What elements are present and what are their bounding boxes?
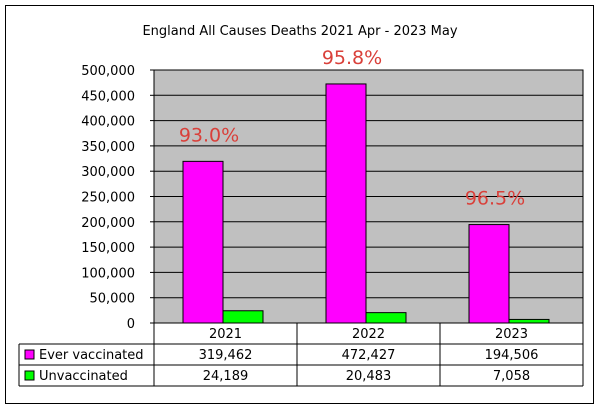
data-label: 194,506 [485, 348, 539, 363]
bars [182, 83, 550, 324]
y-tick-label: 350,000 [81, 140, 135, 155]
annotation-2021: 93.0% [179, 124, 239, 146]
data-label: 20,483 [346, 369, 392, 384]
bar-unvaccinated-2022 [365, 312, 407, 324]
gridlines [153, 69, 584, 324]
annotation-2023: 96.5% [465, 188, 525, 210]
bar-unvaccinated-2021 [222, 310, 264, 324]
y-axis-ticks: 0 50,000 100,000 150,000 200,000 250,000 300,0… [81, 64, 154, 332]
y-tick-label: 50,000 [90, 292, 136, 307]
data-table: 2021 2022 2023 Ever vaccinated 319,462 472,42… [18, 322, 584, 387]
bar-ever-vaccinated-2022 [325, 83, 367, 324]
bar-ever-vaccinated-2023 [468, 224, 510, 324]
data-label: 7,058 [493, 369, 530, 384]
chart-title: England All Causes Deaths 2021 Apr - 202… [142, 24, 457, 39]
data-label: 319,462 [199, 348, 253, 363]
legend-swatch [24, 370, 35, 381]
data-label: 24,189 [203, 369, 249, 384]
y-tick-label: 400,000 [81, 115, 135, 130]
y-tick-label: 500,000 [81, 64, 135, 79]
y-tick-label: 100,000 [81, 266, 135, 281]
annotations: 93.0% 95.8% 96.5% [179, 47, 525, 210]
annotation-2022: 95.8% [322, 47, 382, 69]
legend-label: Ever vaccinated [39, 348, 144, 363]
x-tick-label: 2023 [495, 327, 528, 342]
legend-label: Unvaccinated [39, 369, 128, 384]
bar-unvaccinated-2023 [508, 318, 550, 324]
y-tick-label: 0 [127, 317, 135, 332]
y-tick-label: 300,000 [81, 165, 135, 180]
y-tick-label: 250,000 [81, 191, 135, 206]
bar-ever-vaccinated-2021 [182, 160, 224, 324]
y-tick-label: 150,000 [81, 241, 135, 256]
y-tick-label: 450,000 [81, 89, 135, 104]
legend-swatch [24, 349, 35, 360]
data-label: 472,427 [342, 348, 396, 363]
x-tick-label: 2022 [352, 327, 385, 342]
y-tick-label: 200,000 [81, 216, 135, 231]
x-tick-label: 2021 [209, 327, 242, 342]
